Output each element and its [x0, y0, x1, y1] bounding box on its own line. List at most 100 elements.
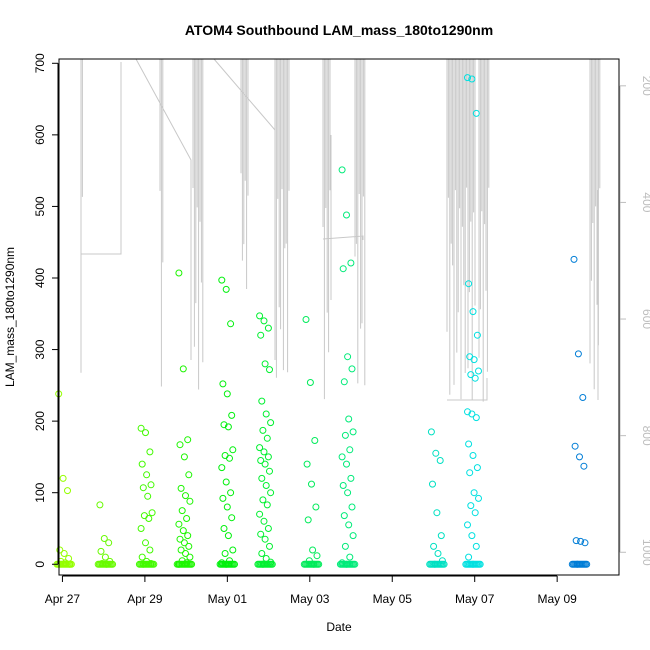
data-point	[220, 421, 228, 429]
data-point	[221, 550, 229, 557]
data-point	[144, 492, 152, 500]
data-point	[469, 308, 477, 316]
data-point	[340, 378, 348, 386]
data-point	[309, 546, 317, 554]
data-point	[267, 419, 275, 427]
secondary-trace	[80, 58, 601, 402]
data-point	[179, 527, 187, 535]
right-axis-tick-label: 400	[640, 192, 650, 212]
data-point	[339, 265, 347, 273]
data-point	[429, 480, 436, 488]
data-point	[256, 510, 264, 518]
data-point	[260, 448, 268, 456]
data-point	[176, 441, 184, 449]
data-point	[145, 515, 153, 522]
data-point	[341, 431, 349, 439]
data-point	[218, 464, 226, 472]
data-point	[179, 365, 187, 373]
data-point	[343, 460, 350, 468]
data-point	[583, 560, 591, 568]
data-point	[572, 537, 580, 545]
data-point	[223, 390, 231, 398]
data-point	[348, 503, 356, 511]
data-point	[472, 542, 480, 550]
data-point	[175, 520, 183, 528]
data-point	[576, 453, 583, 461]
data-point	[468, 410, 476, 418]
chart-title: ATOM4 Southbound LAM_mass_180to1290nm	[185, 22, 493, 38]
data-point	[258, 550, 266, 557]
y-tick-label: 700	[33, 53, 47, 73]
data-point	[221, 452, 229, 459]
data-point	[180, 539, 188, 547]
data-point	[464, 408, 471, 416]
data-point	[471, 374, 479, 382]
y-tick-label: 600	[33, 125, 47, 145]
data-point	[259, 496, 267, 504]
data-point	[475, 494, 482, 502]
data-point	[579, 394, 587, 401]
y-tick-label: 200	[33, 411, 47, 431]
data-point	[223, 503, 231, 511]
x-tick-label: May 03	[290, 592, 330, 606]
data-point	[220, 525, 228, 532]
data-point	[470, 489, 478, 497]
data-point	[218, 276, 226, 284]
right-axis-tick-label: 600	[640, 309, 650, 329]
data-point	[467, 371, 475, 379]
data-point	[261, 535, 269, 543]
data-point	[261, 360, 269, 368]
data-point	[465, 440, 473, 448]
y-tick-label: 400	[33, 268, 47, 288]
data-point	[348, 365, 356, 373]
x-axis: Apr 27 Apr 29 May 01 May 03 May 05 May 07 May …	[45, 575, 577, 606]
data-point	[346, 446, 354, 454]
data-point	[344, 489, 352, 497]
data-point	[315, 560, 323, 568]
data-point	[256, 444, 264, 452]
data-point	[257, 530, 265, 538]
data-point	[109, 560, 117, 568]
x-tick-label: May 09	[537, 592, 577, 606]
data-point	[257, 457, 265, 464]
data-point	[228, 514, 236, 522]
data-point	[346, 553, 354, 561]
data-point	[570, 255, 578, 263]
data-point	[97, 547, 105, 555]
data-point	[475, 367, 482, 375]
data-point	[440, 560, 448, 568]
data-point	[186, 497, 194, 505]
data-point	[101, 553, 109, 561]
data-point	[343, 211, 350, 219]
data-point	[227, 489, 235, 497]
data-point	[56, 546, 64, 554]
data-point	[228, 411, 236, 419]
data-point	[138, 553, 146, 561]
data-point	[338, 453, 346, 461]
data-point	[341, 542, 349, 550]
data-point	[186, 553, 194, 561]
data-point	[574, 350, 582, 358]
data-point	[259, 426, 267, 434]
data-point	[178, 507, 186, 515]
data-point	[226, 454, 233, 462]
x-tick-label: Apr 27	[45, 592, 81, 606]
data-point	[219, 494, 227, 502]
data-point	[268, 560, 276, 568]
data-point	[470, 356, 478, 364]
right-axis-tick-label: 1000	[640, 539, 650, 566]
data-point	[148, 509, 156, 517]
data-point	[468, 75, 476, 83]
data-point	[303, 460, 311, 468]
data-point	[313, 552, 321, 560]
data-point	[311, 437, 319, 444]
data-point	[433, 509, 441, 517]
data-point	[59, 474, 67, 482]
data-point	[185, 471, 193, 479]
data-point	[466, 469, 474, 477]
data-point	[146, 546, 154, 554]
data-point	[60, 550, 68, 557]
data-point	[312, 503, 320, 511]
data-point	[146, 448, 154, 456]
